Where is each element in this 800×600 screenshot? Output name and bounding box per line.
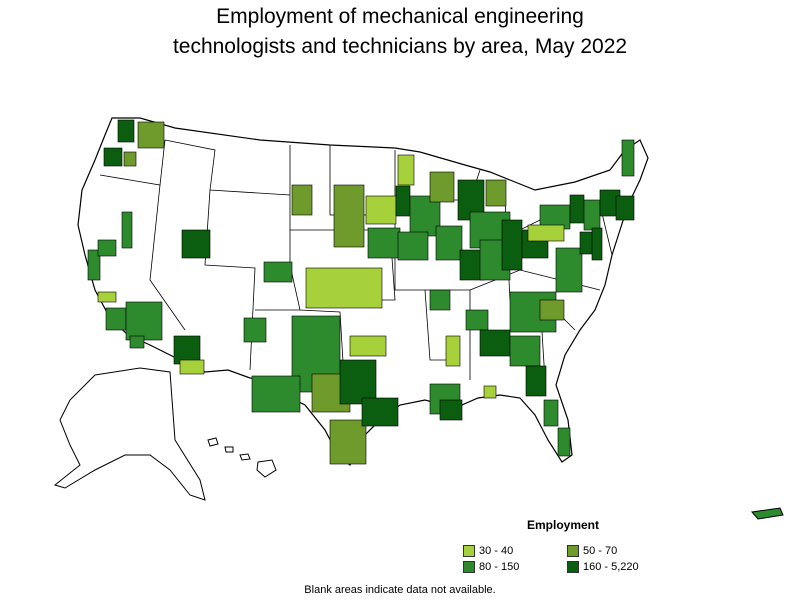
legend-item-50-70: 50 - 70 — [567, 545, 653, 557]
footnote: Blank areas indicate data not available. — [304, 584, 496, 596]
legend-swatch — [463, 545, 475, 557]
legend-swatch — [567, 561, 579, 573]
legend-item-160-5220: 160 - 5,220 — [567, 561, 653, 573]
legend-swatch — [463, 561, 475, 573]
legend-title: Employment — [526, 518, 599, 532]
legend: Employment 30 - 40 50 - 70 80 - 150 160 … — [463, 518, 653, 573]
hawaii-islands — [207, 437, 277, 478]
us-choropleth-map — [53, 117, 784, 520]
puerto-rico-outline — [751, 507, 784, 520]
legend-label: 30 - 40 — [479, 545, 514, 557]
legend-swatch — [567, 545, 579, 557]
title-line-1: Employment of mechanical engineering — [216, 5, 584, 28]
title-line-2: technologists and technicians by area, M… — [172, 35, 628, 58]
legend-label: 80 - 150 — [479, 561, 520, 573]
legend-label: 50 - 70 — [583, 545, 618, 557]
alaska-outline — [53, 367, 206, 501]
map-title: Employment of mechanical engineering tec… — [0, 2, 800, 62]
employment-areas — [87, 119, 635, 465]
legend-item-80-150: 80 - 150 — [463, 561, 567, 573]
legend-items: 30 - 40 50 - 70 80 - 150 160 - 5,220 — [463, 545, 653, 573]
legend-item-30-40: 30 - 40 — [463, 545, 567, 557]
legend-label: 160 - 5,220 — [583, 561, 639, 573]
